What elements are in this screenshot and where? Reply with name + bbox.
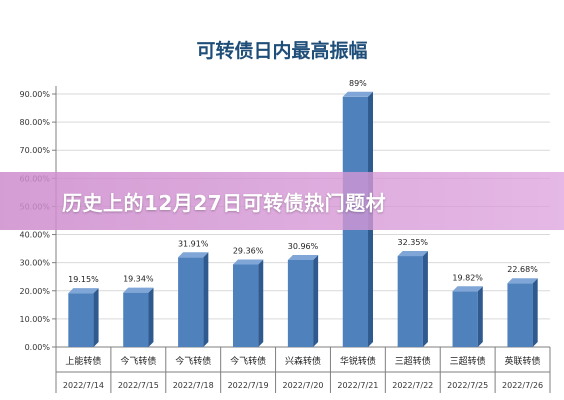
data-label: 19.34%	[123, 275, 154, 284]
x-category-label: 三超转债	[450, 355, 486, 367]
chart-title: 可转债日内最高振幅	[196, 39, 367, 62]
x-date-label: 2022/7/14	[63, 381, 104, 390]
y-tick-label: 70.00%	[19, 146, 50, 155]
x-category-label: 上能转债	[65, 355, 101, 367]
y-tick-label: 20.00%	[19, 287, 50, 296]
bar	[123, 287, 154, 347]
data-label: 31.91%	[178, 239, 209, 248]
bar	[287, 254, 319, 347]
x-category-label: 华锐转债	[340, 355, 376, 367]
y-tick-label: 0.00%	[25, 343, 51, 352]
x-category-label: 三超转债	[395, 355, 431, 367]
x-date-label: 2022/7/22	[392, 381, 433, 390]
bar	[507, 278, 538, 347]
bar	[68, 288, 99, 347]
y-tick-label: 10.00%	[19, 315, 50, 324]
x-date-label: 2022/7/19	[228, 381, 269, 390]
data-label: 30.96%	[288, 242, 319, 251]
data-label: 29.36%	[233, 246, 264, 255]
x-date-label: 2022/7/26	[502, 381, 543, 390]
y-tick-label: 80.00%	[19, 118, 50, 127]
x-date-label: 2022/7/25	[447, 381, 488, 390]
x-category-label: 英联转债	[505, 355, 541, 367]
data-labels: 19.15% 19.34% 31.91% 29.36% 30.96% 89% 32.35% 1…	[68, 79, 538, 284]
data-label: 19.15%	[68, 275, 99, 284]
x-category-label: 今飞转债	[230, 355, 266, 367]
x-category-label: 今飞转债	[175, 355, 211, 367]
data-label: 22.68%	[507, 265, 538, 274]
x-category-label: 兴森转债	[285, 355, 321, 367]
bar	[178, 252, 209, 347]
y-tick-label: 30.00%	[19, 259, 50, 268]
title-banner: 历史上的12月27日可转债热门题材	[0, 172, 564, 230]
x-category-label: 今飞转债	[120, 355, 156, 367]
bar	[452, 286, 483, 347]
x-date-label: 2022/7/18	[173, 381, 214, 390]
x-date-label: 2022/7/21	[337, 381, 378, 390]
bar	[397, 251, 428, 347]
data-label: 89%	[349, 79, 367, 88]
x-category-labels: 上能转债 2022/7/14 今飞转债 2022/7/15 今飞转债 2022/7/18 今…	[63, 355, 543, 390]
x-date-label: 2022/7/20	[282, 381, 323, 390]
bar	[232, 259, 264, 347]
data-label: 19.82%	[452, 273, 483, 282]
banner-text: 历史上的12月27日可转债热门题材	[62, 190, 387, 215]
x-date-label: 2022/7/15	[118, 381, 159, 390]
data-label: 32.35%	[398, 238, 429, 247]
y-tick-label: 40.00%	[19, 231, 50, 240]
y-tick-label: 90.00%	[19, 90, 50, 99]
